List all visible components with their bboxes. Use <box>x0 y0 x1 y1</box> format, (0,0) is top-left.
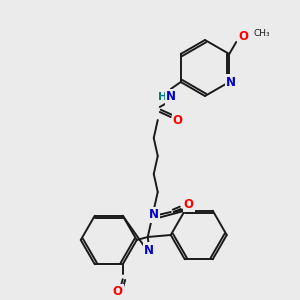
Text: N: N <box>226 76 236 88</box>
Text: O: O <box>113 285 123 298</box>
Text: N: N <box>149 208 159 221</box>
Text: CH₃: CH₃ <box>253 29 270 38</box>
Text: N: N <box>166 91 176 103</box>
Text: N: N <box>144 244 154 256</box>
Text: O: O <box>173 113 183 127</box>
Text: O: O <box>238 31 248 44</box>
Text: O: O <box>184 197 194 211</box>
Text: H: H <box>158 92 167 102</box>
